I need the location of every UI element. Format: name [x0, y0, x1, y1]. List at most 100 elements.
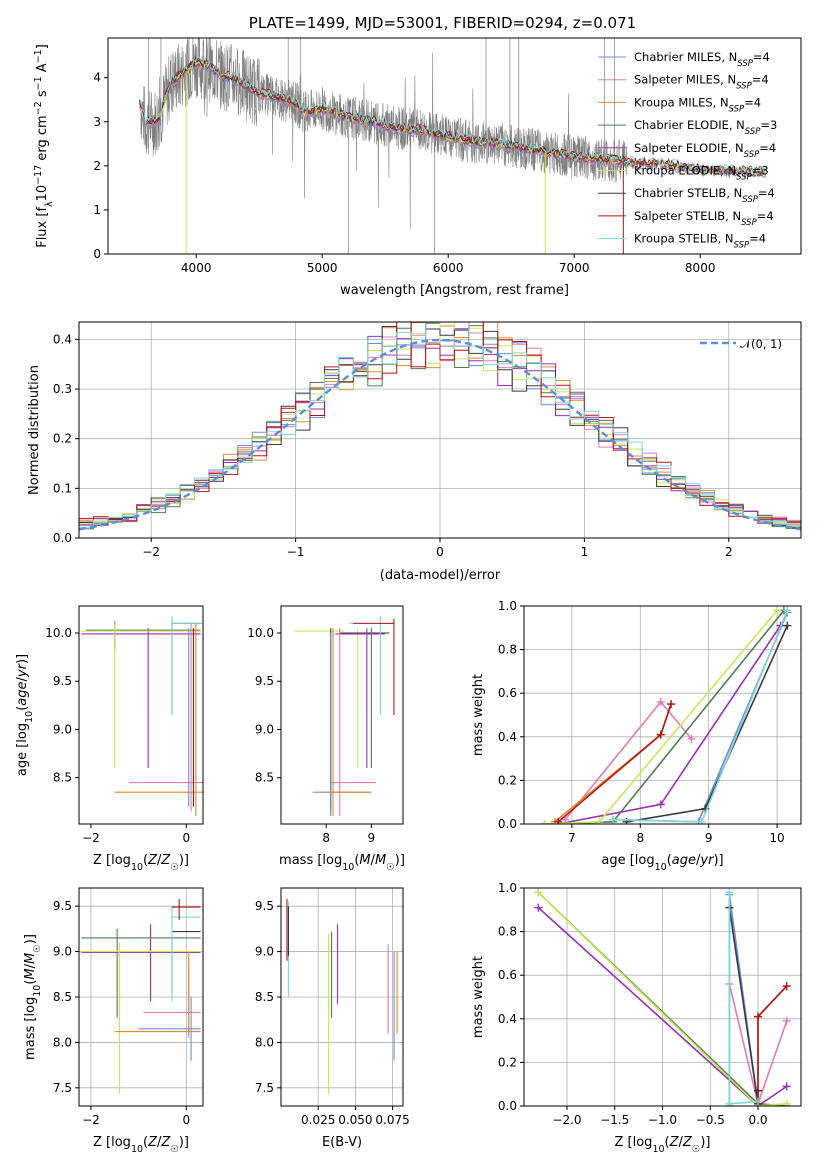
data-point	[782, 1016, 791, 1025]
plot-area	[281, 888, 403, 1106]
data-point	[595, 817, 604, 824]
y-axis-label: mass [log10(M/M☉)]	[23, 934, 43, 1060]
data-point	[540, 820, 549, 824]
y-axis-label: Flux [fλ10−17 erg cm−2 s−1 A−1]	[33, 44, 55, 248]
data-point	[554, 817, 563, 824]
x-tick-label: 6000	[433, 261, 464, 275]
panel-residuals: −2 −1 0 1 2 0.0 0.1 0.2 0.3 0.4 (data-model)/error…	[27, 321, 802, 583]
errorbar-salpeter-miles	[129, 623, 203, 812]
x-tick-label: 10	[769, 831, 784, 845]
data-point	[725, 888, 734, 897]
x-axis-label: E(B-V)	[322, 1135, 362, 1150]
y-tick-label: 9.5	[53, 674, 72, 688]
series-salpeter-stelib	[754, 982, 791, 1106]
x-tick-label: 1	[581, 545, 589, 559]
plot-area	[294, 615, 395, 817]
legend-entry: Kroupa ELODIE, NSSP=3	[634, 164, 769, 183]
y-tick-label: 0.3	[53, 382, 72, 396]
x-tick-label: 5000	[307, 261, 338, 275]
data-point	[783, 606, 792, 615]
panel-mass-vs-z: −2 0 7.5 8.0 8.5 9.0 9.5 Z [log10(Z/Z☉)] mass [l…	[23, 887, 204, 1155]
data-point	[608, 815, 617, 824]
data-point	[697, 817, 706, 824]
y-tick-label: 3	[93, 115, 101, 129]
data-point	[667, 700, 676, 709]
x-tick-label: −1.0	[648, 1113, 677, 1127]
y-tick-label: 0.1	[53, 481, 72, 495]
errorbar-salpeter-stelib	[172, 898, 201, 920]
y-tick-label: 8.5	[255, 990, 274, 1004]
y-tick-label: 0.0	[498, 817, 517, 831]
errorbar-chabrier-miles	[138, 997, 201, 1061]
x-axis-label: mass [log10(M/M☉)]	[279, 853, 405, 873]
x-tick-label: 8	[636, 831, 644, 845]
y-tick-label: 0.2	[498, 1055, 517, 1069]
errorbar-kroupa-elodie	[81, 942, 201, 1095]
legend-entry: 𝒩(0, 1)	[740, 337, 782, 351]
data-point	[656, 800, 665, 809]
y-tick-label: 1.0	[498, 599, 517, 613]
histogram-kroupa-stelib	[79, 322, 801, 528]
data-point	[754, 1097, 763, 1106]
legend-entry: Kroupa MILES, NSSP=4	[634, 95, 761, 114]
x-axis-label: Z [log10(Z/Z☉)]	[93, 1135, 189, 1155]
y-tick-label: 0.0	[53, 531, 72, 545]
plot-area	[79, 322, 801, 538]
y-tick-label: 0.0	[498, 1099, 517, 1113]
y-tick-label: 8.0	[255, 1035, 274, 1049]
y-tick-label: 0.2	[53, 432, 72, 446]
x-tick-label: 0.0	[748, 1113, 767, 1127]
axes-frame	[280, 887, 404, 1107]
plot-area	[139, 38, 766, 254]
x-tick-label: −2.0	[552, 1113, 581, 1127]
y-tick-label: 0.6	[498, 968, 517, 982]
legend-entry: Chabrier STELIB, NSSP=4	[634, 186, 775, 205]
axes-frame	[280, 605, 404, 825]
errorbar-chabrier-elodie	[86, 621, 201, 650]
x-tick-label: −2	[82, 1113, 100, 1127]
y-tick-label: 1	[93, 203, 101, 217]
y-tick-label: 4	[93, 71, 101, 85]
y-tick-label: 9.0	[255, 722, 274, 736]
y-axis-label: age [log10(age/yr)]	[15, 654, 35, 776]
legend-entry: Kroupa STELIB, NSSP=4	[634, 232, 766, 251]
y-tick-label: 9.5	[255, 899, 274, 913]
plot-area	[79, 888, 203, 1106]
legend-entry: Salpeter ELODIE, NSSP=4	[634, 141, 776, 160]
y-tick-label: 8.5	[255, 771, 274, 785]
y-tick-label: 0.4	[498, 1012, 517, 1026]
y-tick-label: 9.5	[255, 674, 274, 688]
y-tick-label: 0.8	[498, 643, 517, 657]
errorbar-kroupa-miles	[326, 628, 372, 817]
series-line	[537, 891, 787, 1106]
panel-spectrum: 4000 5000 6000 7000 8000 0 1 2 3 4 PLATE=1499, MJD…	[33, 14, 802, 298]
errorbar-salpeter-miles	[330, 628, 376, 817]
series-line	[626, 625, 789, 823]
plot-area	[524, 888, 801, 1106]
series-kroupa-stelib	[608, 606, 792, 824]
errorbar-chabrier-miles	[312, 633, 372, 817]
x-tick-label: 8000	[685, 261, 716, 275]
data-point	[754, 1012, 763, 1021]
x-tick-label: 0.025	[301, 1113, 335, 1127]
y-axis-label: mass weight	[471, 956, 486, 1038]
y-tick-label: 9.5	[53, 899, 72, 913]
x-axis-label: Z [log10(Z/Z☉)]	[93, 853, 189, 873]
x-tick-label: −1.5	[600, 1113, 629, 1127]
y-tick-label: 0	[93, 247, 101, 261]
series-salpeter-stelib	[554, 700, 676, 824]
x-tick-label: 2	[725, 545, 733, 559]
y-tick-label: 0.4	[498, 730, 517, 744]
errorbar-chabrier-elodie	[81, 928, 201, 1018]
errorbar-kroupa-elodie	[294, 628, 359, 769]
x-tick-label: 0.050	[338, 1113, 372, 1127]
data-point	[656, 697, 665, 706]
data-point	[782, 1099, 791, 1106]
y-axis-label: Normed distribution	[27, 365, 42, 495]
panel-weight-vs-z: −2.0 −1.5 −1.0 −0.5 0.0 0.0 0.2 0.4 0.6 0.8 1.0 Z […	[471, 881, 802, 1155]
x-axis-label: wavelength [Angstrom, rest frame]	[340, 283, 569, 298]
histogram-chabrier-miles	[79, 322, 801, 527]
axes-frame	[78, 321, 802, 539]
series-line	[537, 907, 788, 1106]
